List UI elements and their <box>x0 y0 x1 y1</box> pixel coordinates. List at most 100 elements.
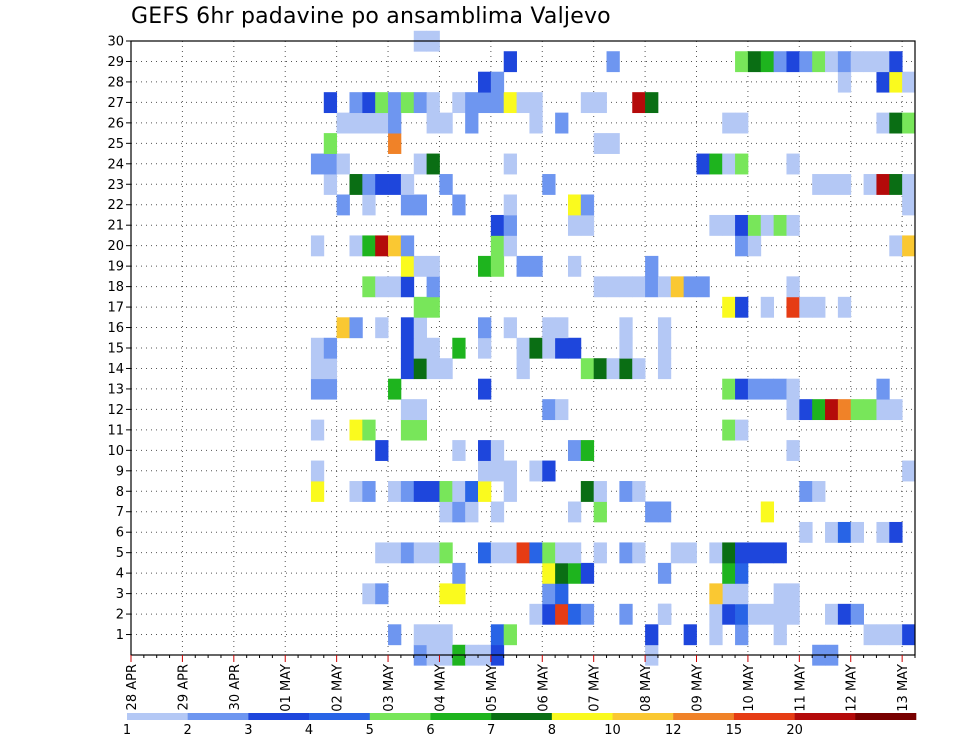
legend-label: 20 <box>786 723 803 738</box>
heatmap-cell <box>683 276 697 298</box>
heatmap-cell <box>567 501 582 523</box>
legend-swatch <box>794 713 856 720</box>
heatmap-cell <box>439 112 453 134</box>
heatmap-cell <box>812 481 826 502</box>
legend-label: 12 <box>665 723 682 738</box>
heatmap-cell <box>773 583 787 605</box>
heatmap-cell <box>593 542 607 564</box>
heatmap-cell <box>902 174 916 195</box>
heatmap-cell <box>349 235 363 257</box>
heatmap-cell <box>850 521 864 543</box>
heatmap-cell <box>580 562 595 584</box>
heatmap-cell <box>362 583 376 605</box>
heatmap-cell <box>825 521 839 543</box>
heatmap-cell <box>722 583 736 605</box>
heatmap-cell <box>876 174 890 195</box>
heatmap-cell <box>632 358 646 380</box>
heatmap-cell <box>426 255 440 277</box>
heatmap-cell <box>490 214 505 236</box>
legend-label: 15 <box>726 723 743 738</box>
heatmap-cell <box>747 51 762 73</box>
y-tick-label: 19 <box>107 260 124 275</box>
y-tick-label: 13 <box>107 382 124 397</box>
heatmap-cell <box>657 501 672 523</box>
heatmap-cell <box>400 481 415 502</box>
heatmap-cell <box>413 194 428 216</box>
y-tick-label: 7 <box>116 505 124 520</box>
heatmap-cell <box>799 481 813 502</box>
heatmap-cell <box>683 542 697 564</box>
heatmap-cell <box>580 92 595 114</box>
x-tick-label: 05 MAY <box>485 664 500 712</box>
heatmap-cell <box>619 542 633 564</box>
heatmap-cell <box>606 51 620 73</box>
heatmap-cell <box>632 92 646 114</box>
heatmap-cell <box>812 399 826 421</box>
heatmap-cell <box>773 542 787 564</box>
heatmap-cell <box>503 235 517 257</box>
heatmap-cell <box>362 481 376 502</box>
y-tick-label: 27 <box>107 96 124 111</box>
heatmap-cell <box>593 133 607 154</box>
heatmap-cell <box>439 481 453 502</box>
heatmap-cell <box>452 481 466 502</box>
legend-label: 10 <box>604 723 621 738</box>
heatmap-cell <box>310 419 325 441</box>
heatmap-cell <box>580 214 595 236</box>
heatmap-cell <box>722 542 736 564</box>
x-tick-label: 08 MAY <box>639 664 654 712</box>
heatmap-cell <box>760 51 775 73</box>
x-tick-label: 10 MAY <box>742 664 757 712</box>
y-tick-label: 6 <box>116 526 124 541</box>
heatmap-cell <box>735 603 749 625</box>
heatmap-cell <box>478 542 492 564</box>
heatmap-cell <box>349 174 363 195</box>
heatmap-cell <box>375 440 389 461</box>
y-tick-label: 14 <box>107 362 124 377</box>
heatmap-cell <box>542 603 556 625</box>
heatmap-cell <box>400 419 415 441</box>
heatmap-cell <box>837 174 852 195</box>
heatmap-cell <box>619 603 633 625</box>
heatmap-cell <box>413 92 428 114</box>
heatmap-cell <box>735 419 749 441</box>
heatmap-cell <box>812 51 826 73</box>
heatmap-cell <box>516 542 530 564</box>
heatmap-cell <box>619 337 633 359</box>
heatmap-cell <box>580 194 595 216</box>
heatmap-cell <box>760 378 775 400</box>
heatmap-cell <box>722 153 736 175</box>
heatmap-cell <box>709 603 723 625</box>
x-tick-label: 11 MAY <box>793 664 808 712</box>
legend-swatch <box>430 713 492 720</box>
y-tick-label: 20 <box>107 239 124 254</box>
heatmap-cell <box>452 337 466 359</box>
heatmap-cell <box>593 92 607 114</box>
heatmap-cell <box>503 214 517 236</box>
heatmap-cell <box>619 481 633 502</box>
heatmap-cell <box>465 92 479 114</box>
heatmap-cell <box>323 337 338 359</box>
y-tick-label: 22 <box>107 198 124 213</box>
heatmap-cell <box>567 214 582 236</box>
heatmap-cell <box>889 521 903 543</box>
heatmap-cell <box>619 276 633 298</box>
heatmap-cell <box>760 501 775 523</box>
heatmap-cell <box>542 317 556 339</box>
heatmap-cell <box>567 255 582 277</box>
heatmap-cell <box>490 460 505 482</box>
heatmap-cell <box>567 337 582 359</box>
heatmap-cell <box>323 153 338 175</box>
heatmap-cell <box>542 174 556 195</box>
chart-title: GEFS 6hr padavine po ansamblima Valjevo <box>131 4 611 29</box>
heatmap-cell <box>889 235 903 257</box>
legend-swatch <box>733 713 795 720</box>
heatmap-cell <box>375 317 389 339</box>
heatmap-cell <box>876 399 890 421</box>
heatmap-cell <box>889 112 903 134</box>
heatmap-cell <box>645 276 659 298</box>
heatmap-cell <box>529 337 543 359</box>
heatmap-cell <box>606 358 620 380</box>
heatmap-cell <box>837 71 852 93</box>
y-tick-label: 12 <box>107 403 124 418</box>
